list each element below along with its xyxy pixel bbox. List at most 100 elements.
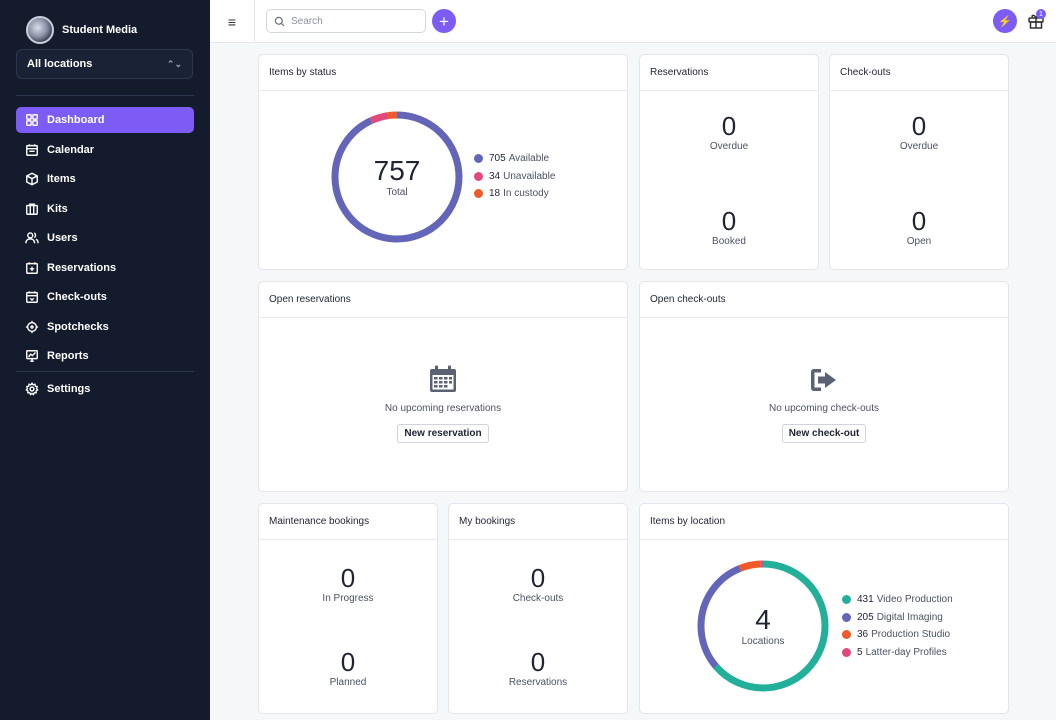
location-total: 4 Locations	[723, 604, 803, 647]
legend-dot	[842, 630, 851, 640]
stat-label: Booked	[712, 236, 746, 247]
location-select[interactable]: All locations ⌃⌄	[16, 49, 193, 79]
card-title: Maintenance bookings	[259, 504, 437, 540]
org-avatar	[26, 16, 54, 44]
empty-message: No upcoming check-outs	[768, 403, 880, 414]
chevron-updown-icon: ⌃⌄	[166, 58, 182, 69]
card-title: Items by status	[259, 55, 627, 91]
chart-icon	[26, 350, 38, 362]
stat-overdue[interactable]: 0 Overdue	[830, 111, 1008, 152]
search-input[interactable]	[291, 15, 411, 27]
sidebar-item-reservations[interactable]: Reservations	[16, 255, 194, 281]
sidebar-item-label: Users	[47, 232, 78, 244]
status-legend: 705 Available 34 Unavailable 18 In custody	[474, 150, 555, 203]
stat-label: In Progress	[322, 593, 374, 604]
legend-label: Production Studio	[871, 629, 951, 641]
sidebar-item-label: Check-outs	[47, 291, 107, 303]
legend-item-production-studio[interactable]: 36 Production Studio	[842, 626, 953, 644]
crosshair-icon	[25, 320, 39, 333]
legend-label: In custody	[503, 188, 549, 200]
topbar: ≡ + ⚡ 1	[210, 0, 1056, 43]
dashboard-icon	[26, 114, 38, 126]
my-bookings-card[interactable]: My bookings 0 Check-outs 0 Reservations	[448, 503, 628, 714]
checkouts-card[interactable]: Check-outs 0 Overdue 0 Open	[829, 54, 1009, 270]
stat-planned[interactable]: 0 Planned	[259, 647, 437, 688]
stat-value: 0	[721, 206, 737, 236]
sidebar-item-label: Spotchecks	[47, 320, 109, 333]
sidebar-item-items[interactable]: Items	[16, 166, 194, 192]
location-total-value: 4	[755, 604, 771, 635]
calendar-out-icon	[26, 291, 38, 303]
sidebar-item-users[interactable]: Users	[16, 225, 194, 251]
legend-item-in-custody[interactable]: 18 In custody	[474, 185, 555, 203]
search-box[interactable]	[266, 9, 426, 33]
stat-label: Reservations	[508, 677, 568, 688]
empty-state: No upcoming reservations New reservation	[259, 364, 627, 443]
status-total-value: 757	[373, 155, 421, 186]
card-title: My bookings	[449, 504, 627, 540]
maintenance-bookings-card[interactable]: Maintenance bookings 0 In Progress 0 Pla…	[258, 503, 438, 714]
sidebar-item-spotchecks[interactable]: Spotchecks	[16, 314, 194, 340]
legend-label: Unavailable	[503, 170, 556, 182]
stat-overdue[interactable]: 0 Overdue	[640, 111, 818, 152]
org-header[interactable]: Student Media	[26, 16, 137, 44]
legend-item-digital-imaging[interactable]: 205 Digital Imaging	[842, 609, 953, 627]
users-icon	[25, 232, 39, 244]
donut-segment-in-custody[interactable]	[331, 111, 463, 243]
gear-icon	[25, 382, 39, 396]
stat-value: 0	[530, 563, 546, 593]
sidebar-item-label: Reservations	[47, 261, 117, 274]
stat-open[interactable]: 0 Open	[830, 206, 1008, 247]
empty-state: No upcoming check-outs New check-out	[640, 366, 1008, 443]
legend-count: 431	[857, 594, 874, 606]
legend-count: 34	[489, 170, 501, 182]
legend-dot	[474, 171, 483, 181]
sidebar-item-calendar[interactable]: Calendar	[16, 137, 194, 163]
legend-dot	[474, 189, 483, 199]
menu-toggle-button[interactable]: ≡	[210, 0, 255, 43]
stat-value: 0	[340, 647, 356, 677]
calendar-plus-icon	[26, 261, 38, 274]
add-button[interactable]: +	[432, 9, 456, 33]
quick-actions-button[interactable]: ⚡	[993, 9, 1017, 33]
legend-count: 18	[489, 188, 501, 200]
sidebar-item-dashboard[interactable]: Dashboard	[16, 107, 194, 133]
donut-segment-digital-imaging[interactable]	[697, 560, 829, 692]
stat-in-progress[interactable]: 0 In Progress	[259, 563, 437, 604]
sidebar-item-label: Calendar	[47, 143, 95, 156]
location-select-value: All locations	[27, 58, 93, 70]
sidebar-item-settings[interactable]: Settings	[16, 376, 194, 402]
sidebar-item-reports[interactable]: Reports	[16, 343, 194, 369]
new-checkout-button[interactable]: New check-out	[781, 424, 867, 443]
calendar-icon	[430, 365, 456, 392]
hamburger-icon: ≡	[227, 13, 237, 30]
sidebar-item-label: Dashboard	[47, 114, 105, 126]
kits-icon	[26, 202, 38, 215]
card-title: Open check-outs	[640, 282, 1008, 318]
location-total-label: Locations	[741, 636, 785, 647]
reservations-card[interactable]: Reservations 0 Overdue 0 Booked	[639, 54, 819, 270]
legend-item-unavailable[interactable]: 34 Unavailable	[474, 168, 555, 186]
stat-value: 0	[340, 563, 356, 593]
stat-value: 0	[911, 206, 927, 236]
org-name: Student Media	[62, 24, 138, 36]
legend-dot	[842, 612, 851, 622]
status-total: 757 Total	[357, 155, 437, 198]
stat-reservations[interactable]: 0 Reservations	[449, 647, 627, 688]
stat-booked[interactable]: 0 Booked	[640, 206, 818, 247]
donut-segment-latter-day-profiles[interactable]	[697, 560, 829, 692]
empty-message: No upcoming reservations	[384, 403, 502, 414]
stat-check-outs[interactable]: 0 Check-outs	[449, 563, 627, 604]
legend-count: 5	[857, 646, 863, 658]
bolt-icon: ⚡	[998, 15, 1012, 28]
stat-value: 0	[530, 647, 546, 677]
legend-item-available[interactable]: 705 Available	[474, 150, 555, 168]
legend-item-latter-day-profiles[interactable]: 5 Latter-day Profiles	[842, 644, 953, 662]
legend-item-video-production[interactable]: 431 Video Production	[842, 591, 953, 609]
calendar-icon	[26, 143, 38, 156]
sidebar-item-kits[interactable]: Kits	[16, 196, 194, 222]
location-legend: 431 Video Production 205 Digital Imaging 3…	[842, 591, 953, 661]
sidebar-item-check-outs[interactable]: Check-outs	[16, 284, 194, 310]
new-reservation-button[interactable]: New reservation	[397, 424, 489, 443]
sidebar-item-label: Settings	[47, 383, 91, 395]
